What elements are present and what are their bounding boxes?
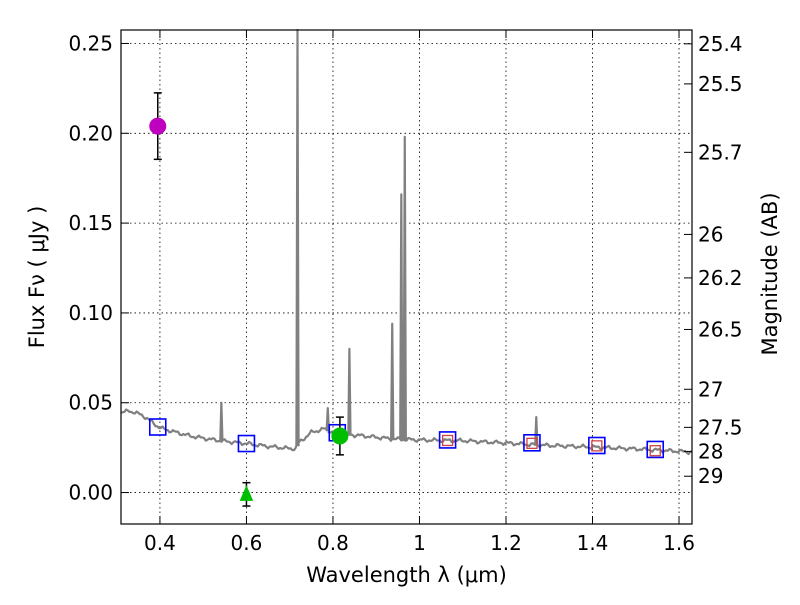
observed-upper-limit-triangle	[239, 485, 254, 501]
grid	[121, 30, 692, 524]
model-photometry-red-square	[441, 434, 454, 447]
y-tick-label: 0.20	[68, 121, 113, 145]
spectrum-layer	[120, 28, 693, 456]
x-tick-label: 1.4	[577, 531, 609, 555]
y-tick-label: 0.10	[68, 301, 113, 325]
y-axis-right-label: Magnitude (AB)	[758, 192, 782, 355]
right-tick-label: 28	[698, 439, 723, 463]
right-tick-label: 27	[698, 377, 723, 401]
model-photometry-red-square	[591, 440, 603, 452]
right-tick-label: 25.4	[698, 32, 743, 56]
x-tick-label: 0.8	[317, 531, 349, 555]
right-tick-label: 26.5	[698, 317, 743, 341]
y-tick-label: 0.00	[68, 481, 113, 505]
model-photometry-square	[588, 436, 606, 455]
model-photometry-square	[237, 434, 256, 453]
right-tick-label: 25.7	[698, 140, 743, 164]
tick-layer: 0.4 0.6 0.8 1 1.2 1.4 1.6 0.00 0.05 0.10 0.15 0.20 0…	[68, 30, 743, 555]
right-tick-label: 27.5	[698, 415, 743, 439]
model-photometry-square	[438, 431, 457, 449]
right-tick-label: 29	[698, 464, 723, 488]
x-tick-label: 1.2	[490, 531, 522, 555]
marker-layer	[148, 92, 665, 507]
model-photometry-red-square	[649, 445, 661, 457]
x-tick-label: 0.6	[231, 531, 263, 555]
observed-point	[149, 117, 167, 135]
y-tick-label: 0.25	[68, 31, 113, 55]
y-tick-label: 0.15	[68, 211, 113, 235]
x-tick-label: 1	[413, 531, 426, 555]
model-photometry-red-square	[526, 437, 538, 449]
right-tick-label: 26	[698, 222, 723, 246]
model-spectrum-line	[120, 28, 693, 456]
right-tick-label: 26.2	[698, 266, 743, 290]
y-tick-label: 0.05	[68, 391, 113, 415]
x-axis-label: Wavelength λ (μm)	[306, 563, 507, 587]
plot-frame	[120, 29, 693, 525]
model-photometry-square	[523, 434, 541, 452]
y-axis-label: Flux Fν ( μJy )	[25, 206, 49, 349]
x-tick-label: 1.6	[663, 531, 695, 555]
model-photometry-square	[646, 440, 665, 459]
observed-point	[331, 427, 349, 445]
model-photometry-square	[148, 418, 167, 436]
x-tick-label: 0.4	[144, 531, 176, 555]
right-tick-label: 25.5	[698, 72, 743, 96]
